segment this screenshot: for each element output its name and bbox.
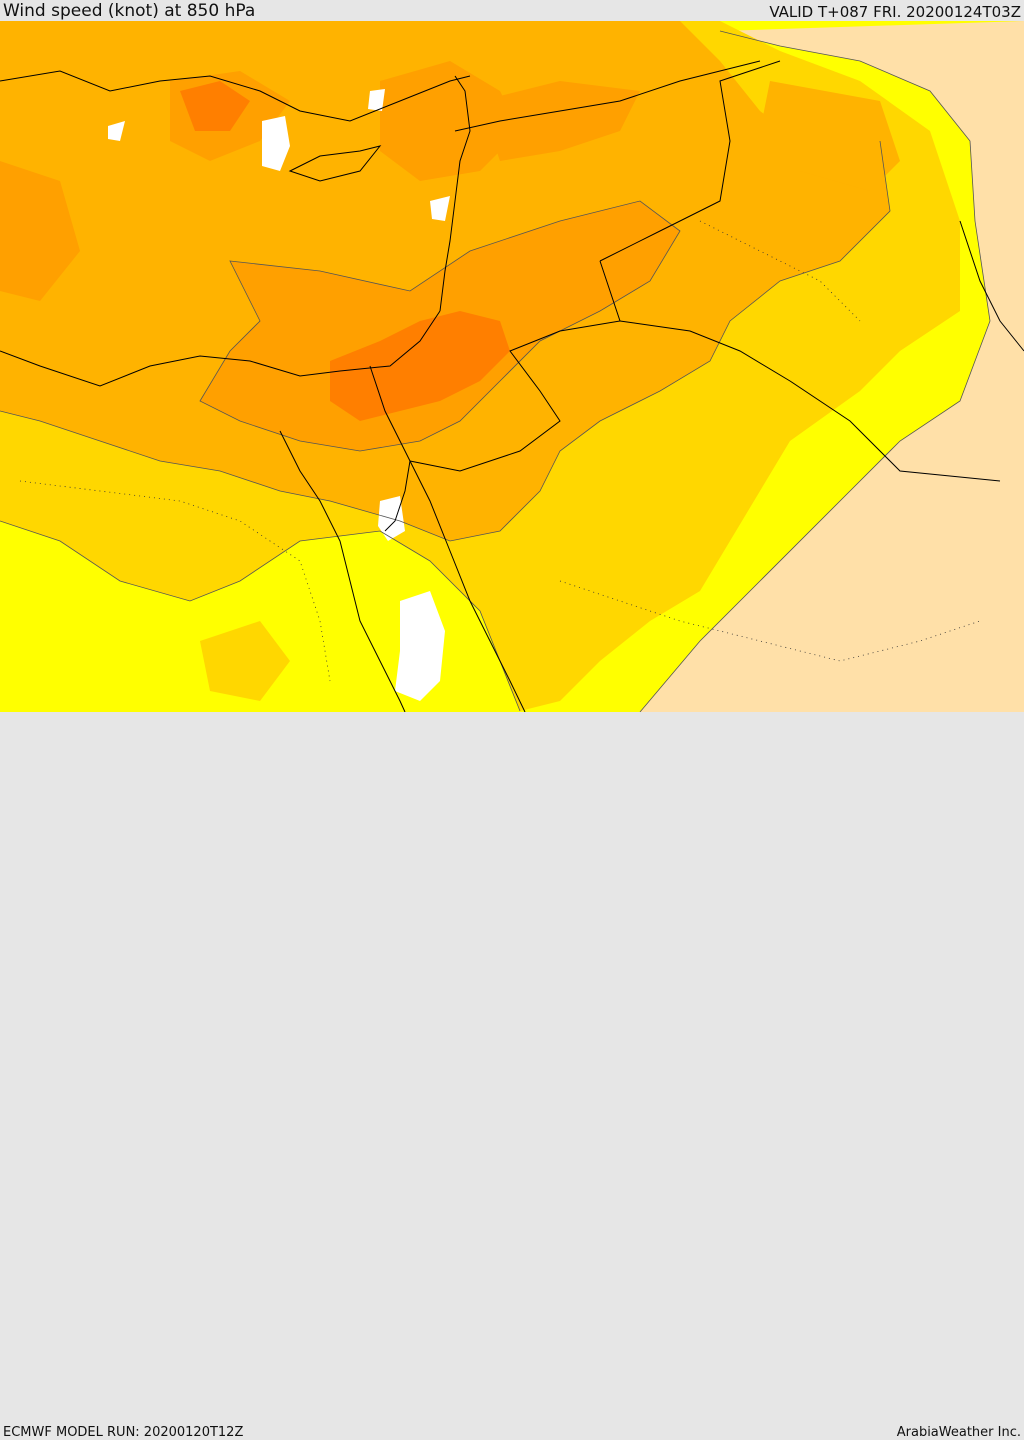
coastline-red-sea-east [409, 460, 526, 712]
field-gold [200, 621, 290, 701]
coastline-mediterranean-south [0, 310, 441, 387]
sinai-gulf [279, 430, 406, 712]
coastline-levant [439, 75, 471, 312]
border-saudi-north [619, 320, 1001, 482]
field-orange [380, 61, 520, 181]
coastlines-borders [0, 60, 1024, 712]
border-turkey-syria [454, 60, 761, 132]
field-deep-orange [330, 311, 510, 421]
field-calm [262, 116, 290, 171]
field-calm [368, 89, 385, 111]
coastline-gulf [959, 220, 1024, 352]
border-syria-iraq [599, 60, 781, 262]
field-orange [0, 161, 80, 301]
header-bar: Wind speed (knot) at 850 hPa VALID T+087… [0, 0, 1024, 21]
field-light [640, 21, 1024, 712]
credit-text: ArabiaWeather Inc. [896, 1425, 1021, 1440]
model-run: ECMWF MODEL RUN: 20200120T12Z [3, 1425, 244, 1440]
wind-speed-map [0, 21, 1024, 712]
field-calm [395, 591, 445, 701]
field-deep-orange [180, 81, 250, 131]
coastline-cyprus [288, 145, 382, 182]
footer-bar: ECMWF MODEL RUN: 20200120T12Z ArabiaWeat… [0, 712, 1024, 1440]
border-egypt-east [369, 365, 411, 462]
field-calm [108, 121, 125, 141]
valid-time: VALID T+087 FRI. 20200124T03Z [769, 3, 1021, 21]
border-jordan-saudi [409, 260, 621, 472]
field-light [930, 491, 1024, 581]
contour-lines [0, 30, 991, 712]
coastline-anatolia [0, 70, 471, 122]
dotted-isolines [19, 220, 981, 682]
field-orange [480, 81, 640, 161]
field-calm [430, 196, 450, 221]
gulf-of-aqaba [384, 460, 411, 532]
field-amber [760, 81, 900, 191]
map-title: Wind speed (knot) at 850 hPa [3, 1, 256, 21]
